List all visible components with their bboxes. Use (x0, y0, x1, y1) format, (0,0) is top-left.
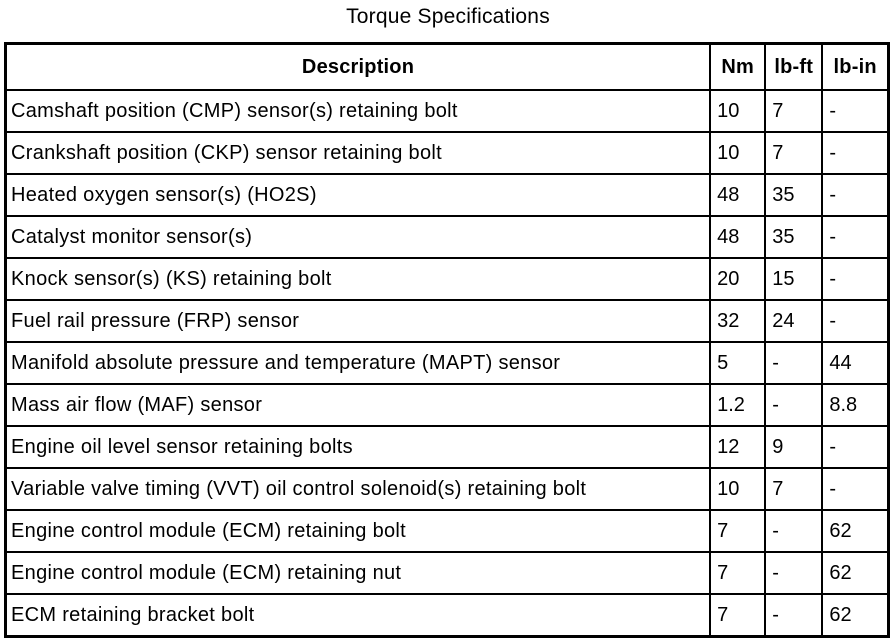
cell-lb-in: - (821, 173, 890, 217)
cell-lb-in: - (821, 299, 890, 343)
cell-lb-in: 62 (821, 509, 890, 553)
cell-description: Fuel rail pressure (FRP) sensor (4, 299, 712, 343)
cell-lb-ft: - (764, 593, 824, 638)
table-row: Catalyst monitor sensor(s) 48 35- (4, 215, 890, 259)
cell-lb-in: - (821, 131, 890, 175)
cell-description: ECM retaining bracket bolt (4, 593, 712, 638)
cell-lb-in: 44 (821, 341, 890, 385)
table-header: Description Nm lb-ft lb-in (4, 42, 890, 91)
cell-lb-ft: - (764, 341, 824, 385)
cell-nm: 48 (709, 173, 767, 217)
cell-lb-ft: 35 (764, 173, 824, 217)
cell-lb-in: 8.8 (821, 383, 890, 427)
cell-description: Catalyst monitor sensor(s) (4, 215, 712, 259)
cell-nm: 1.2 (709, 383, 767, 427)
cell-nm: 7 (709, 593, 767, 638)
cell-lb-in: - (821, 425, 890, 469)
cell-nm: 10 (709, 131, 767, 175)
cell-lb-ft: 9 (764, 425, 824, 469)
cell-lb-in: - (821, 257, 890, 301)
table-row: Fuel rail pressure (FRP) sensor 32 24- (4, 299, 890, 343)
cell-lb-ft: 24 (764, 299, 824, 343)
table-row: Engine control module (ECM) retaining bo… (4, 509, 890, 553)
cell-description: Engine control module (ECM) retaining bo… (4, 509, 712, 553)
table-row: Camshaft position (CMP) sensor(s) retain… (4, 89, 890, 133)
cell-lb-in: - (821, 215, 890, 259)
cell-nm: 12 (709, 425, 767, 469)
cell-description: Mass air flow (MAF) sensor (4, 383, 712, 427)
cell-nm: 32 (709, 299, 767, 343)
page-title: Torque Specifications (346, 5, 550, 28)
cell-lb-in: - (821, 89, 890, 133)
cell-lb-ft: 7 (764, 131, 824, 175)
table-row: Mass air flow (MAF) sensor 1.2-8.8 (4, 383, 890, 427)
cell-nm: 7 (709, 551, 767, 595)
column-header-lb-in: lb-in (821, 42, 890, 91)
cell-description: Crankshaft position (CKP) sensor retaini… (4, 131, 712, 175)
cell-nm: 20 (709, 257, 767, 301)
cell-lb-ft: 15 (764, 257, 824, 301)
cell-nm: 7 (709, 509, 767, 553)
table-body: Camshaft position (CMP) sensor(s) retain… (4, 89, 890, 638)
cell-description: Variable valve timing (VVT) oil control … (4, 467, 712, 511)
cell-lb-ft: 35 (764, 215, 824, 259)
torque-specifications-table: Description Nm lb-ft lb-in Camshaft posi… (4, 42, 890, 638)
table-row: Crankshaft position (CKP) sensor retaini… (4, 131, 890, 175)
cell-nm: 10 (709, 89, 767, 133)
cell-description: Knock sensor(s) (KS) retaining bolt (4, 257, 712, 301)
cell-lb-in: - (821, 467, 890, 511)
cell-nm: 10 (709, 467, 767, 511)
column-header-nm: Nm (709, 42, 767, 91)
table-row: Heated oxygen sensor(s) (HO2S) 48 35- (4, 173, 890, 217)
cell-description: Engine control module (ECM) retaining nu… (4, 551, 712, 595)
table-row: Engine oil level sensor retaining bolts 1… (4, 425, 890, 469)
cell-lb-ft: 7 (764, 467, 824, 511)
column-header-description: Description (4, 42, 712, 91)
cell-description: Engine oil level sensor retaining bolts (4, 425, 712, 469)
cell-nm: 5 (709, 341, 767, 385)
cell-description: Camshaft position (CMP) sensor(s) retain… (4, 89, 712, 133)
table-row: ECM retaining bracket bolt 7-62 (4, 593, 890, 638)
table-header-row: Description Nm lb-ft lb-in (4, 42, 890, 91)
cell-description: Heated oxygen sensor(s) (HO2S) (4, 173, 712, 217)
cell-lb-in: 62 (821, 551, 890, 595)
table-row: Knock sensor(s) (KS) retaining bolt 20 15- (4, 257, 890, 301)
cell-description: Manifold absolute pressure and temperatu… (4, 341, 712, 385)
column-header-lb-ft: lb-ft (764, 42, 824, 91)
cell-lb-ft: - (764, 383, 824, 427)
table-row: Engine control module (ECM) retaining nu… (4, 551, 890, 595)
cell-nm: 48 (709, 215, 767, 259)
table-row: Variable valve timing (VVT) oil control … (4, 467, 890, 511)
cell-lb-in: 62 (821, 593, 890, 638)
cell-lb-ft: - (764, 551, 824, 595)
table-row: Manifold absolute pressure and temperatu… (4, 341, 890, 385)
cell-lb-ft: 7 (764, 89, 824, 133)
cell-lb-ft: - (764, 509, 824, 553)
